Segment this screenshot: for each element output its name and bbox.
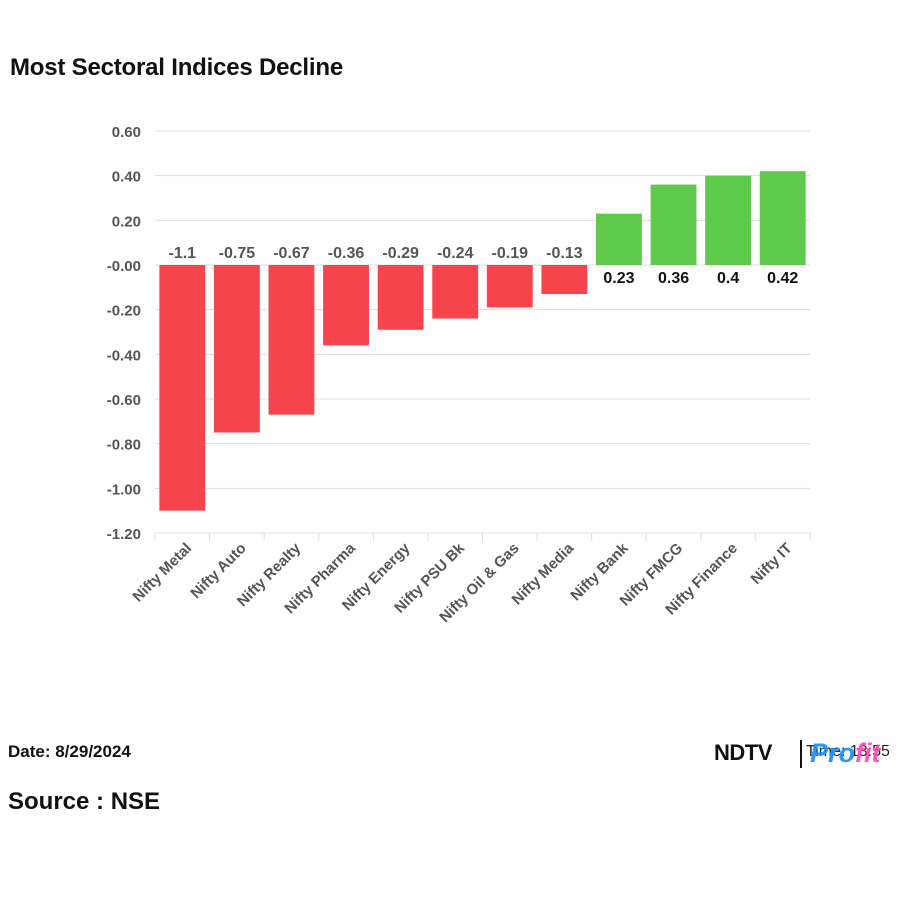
bar <box>759 171 806 265</box>
y-tick-label: -0.40 <box>107 347 141 364</box>
logo-profit-text: Profit <box>810 738 881 769</box>
logo-ndtv-text: NDTV <box>714 740 772 765</box>
data-label: -0.24 <box>437 245 474 262</box>
bar <box>377 265 424 330</box>
data-label: 0.42 <box>767 270 798 287</box>
y-tick-label: 0.40 <box>112 169 141 186</box>
y-tick-label: 0.60 <box>112 124 141 141</box>
data-label: -0.29 <box>382 245 419 262</box>
bars <box>159 171 806 511</box>
data-label: -0.75 <box>219 245 256 262</box>
bar <box>486 265 533 308</box>
bar <box>705 175 752 265</box>
data-label: -0.36 <box>328 245 365 262</box>
logo-profit-part-a: Pro <box>810 738 856 768</box>
chart-title: Most Sectoral Indices Decline <box>10 54 343 81</box>
bar <box>650 184 697 265</box>
y-tick-label: -1.00 <box>107 481 141 498</box>
y-tick-label: -0.80 <box>107 437 141 454</box>
time-label: Time: 13:55 <box>806 743 890 760</box>
data-label: 0.23 <box>603 270 634 287</box>
y-tick-label: -0.60 <box>107 392 141 409</box>
y-tick-label: 0.20 <box>112 213 141 230</box>
bar <box>213 265 260 433</box>
data-label: -0.13 <box>546 245 583 262</box>
x-tick-label: Nifty Metal <box>129 540 195 606</box>
grid-lines <box>154 130 811 541</box>
bar <box>596 213 642 265</box>
data-label: 0.4 <box>717 270 739 287</box>
data-label: -0.19 <box>492 245 529 262</box>
bar <box>268 265 315 415</box>
bar <box>432 265 479 319</box>
date-label: Date: 8/29/2024 <box>8 742 131 761</box>
y-tick-label: -1.20 <box>107 526 141 543</box>
bar <box>323 265 369 346</box>
bar <box>159 265 206 511</box>
data-label: 0.36 <box>658 270 689 287</box>
y-axis-tick-labels: 0.60 0.40 0.20 -0.00 -0.20 -0.40 -0.60 -0.80 -1.… <box>107 124 141 543</box>
x-tick-label: Nifty IT <box>748 540 796 588</box>
data-label: -0.67 <box>273 245 310 262</box>
source-label: Source : NSE <box>8 788 161 815</box>
data-labels: -1.1 -0.75 -0.67 -0.36 -0.29 -0.24 -0.19 -0.13 0… <box>169 245 799 287</box>
bar <box>541 265 588 295</box>
data-label: -1.1 <box>169 245 197 262</box>
ndtv-profit-logo: NDTV Time: 13:55 Profit <box>714 738 894 774</box>
logo-divider <box>800 740 802 768</box>
y-tick-label: -0.20 <box>107 303 141 320</box>
bar-chart: 0.60 0.40 0.20 -0.00 -0.20 -0.40 -0.60 -0.80 -1.… <box>107 124 811 626</box>
logo-profit-part-b: fit <box>855 738 881 768</box>
y-tick-label: -0.00 <box>107 258 141 275</box>
